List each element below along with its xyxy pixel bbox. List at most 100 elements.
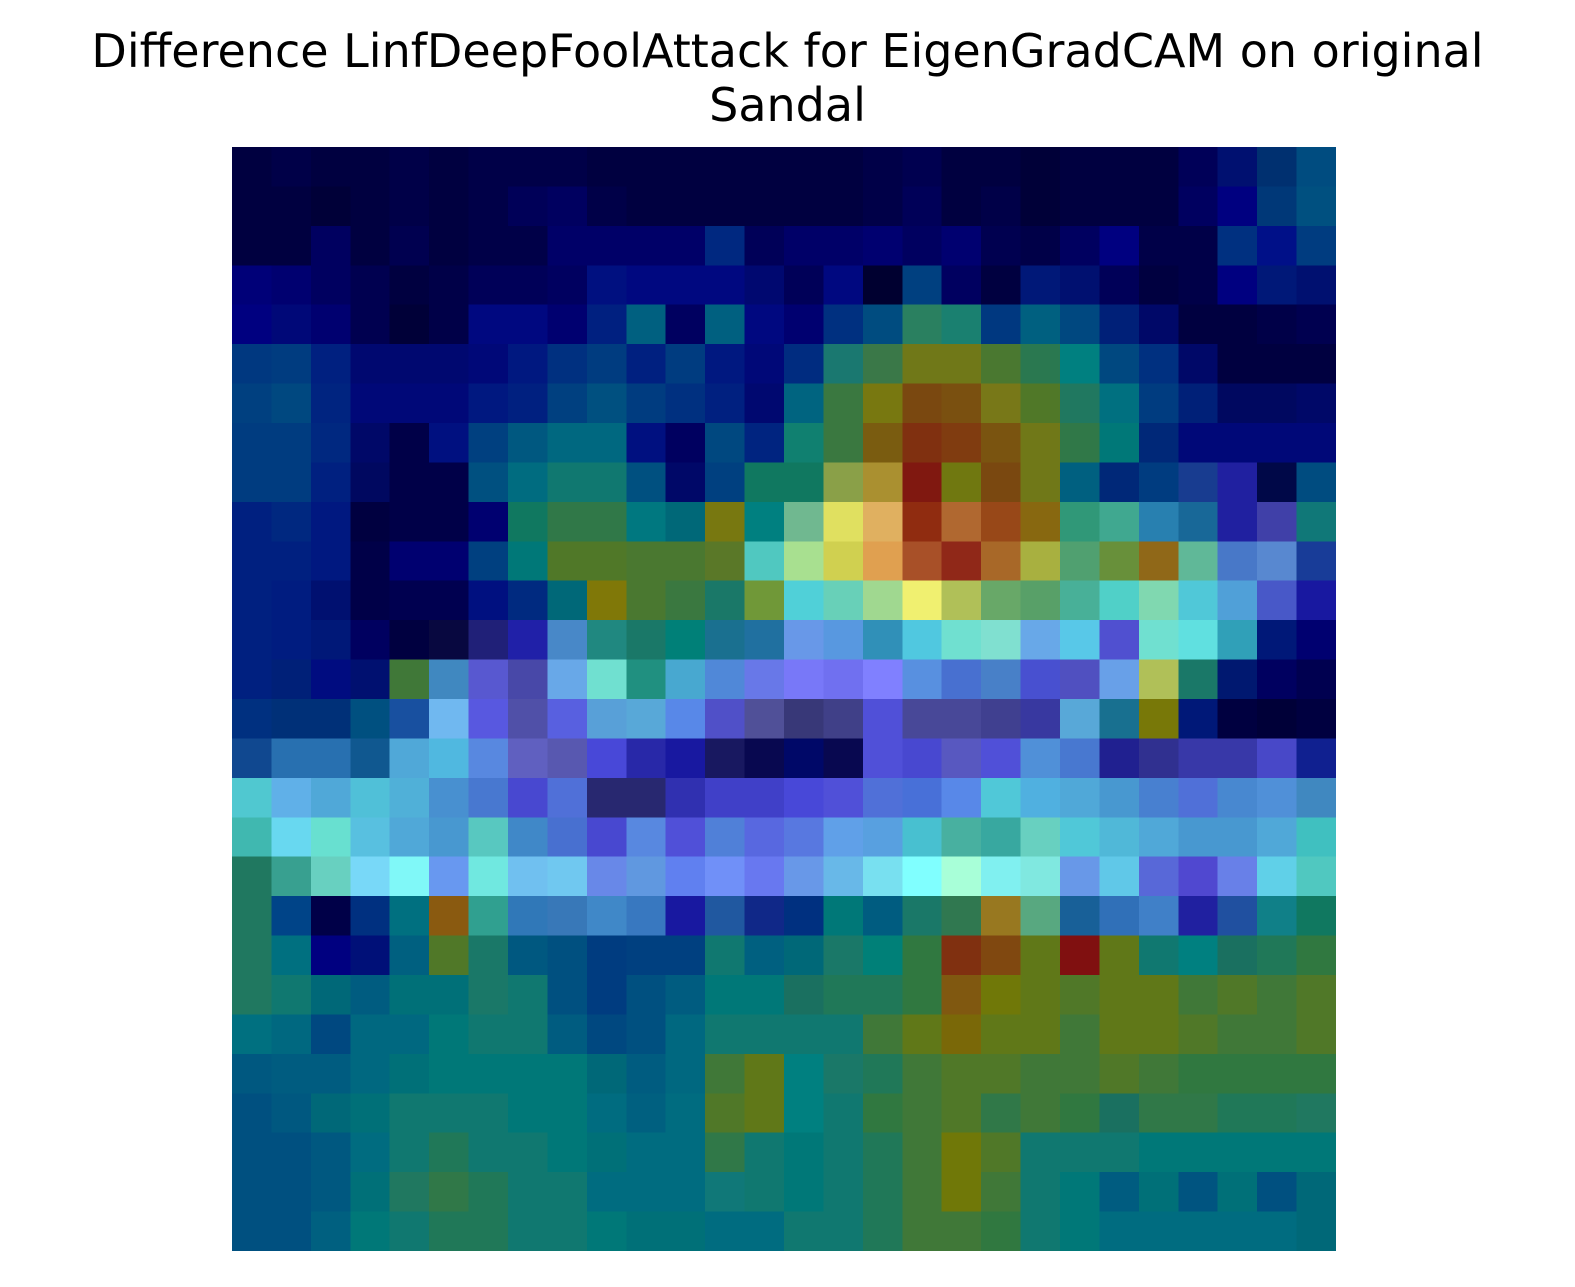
- heatmap-cell: [1020, 975, 1061, 1015]
- heatmap-cell: [1020, 1211, 1061, 1251]
- heatmap-cell: [941, 423, 982, 463]
- heatmap-cell: [350, 856, 391, 897]
- heatmap-cell: [665, 1132, 706, 1173]
- heatmap-cell: [941, 896, 982, 937]
- heatmap-cell: [547, 423, 588, 463]
- heatmap-cell: [626, 462, 667, 503]
- heatmap-cell: [271, 620, 312, 661]
- heatmap-cell: [744, 1172, 785, 1213]
- heatmap-cell: [626, 699, 667, 739]
- heatmap-cell: [705, 975, 746, 1015]
- heatmap-cell: [1217, 423, 1258, 463]
- heatmap-cell: [1099, 1053, 1140, 1094]
- heatmap-cell: [744, 896, 785, 937]
- heatmap-cell: [1060, 699, 1100, 739]
- heatmap-cell: [1138, 147, 1179, 187]
- heatmap-cell: [941, 1093, 982, 1134]
- heatmap-cell: [232, 620, 272, 661]
- heatmap-cell: [389, 620, 430, 661]
- heatmap-cell: [508, 147, 548, 187]
- heatmap-cell: [784, 304, 824, 345]
- heatmap-cell: [389, 738, 430, 779]
- heatmap-cell: [271, 304, 312, 345]
- heatmap-cell: [862, 147, 903, 187]
- heatmap-cell: [389, 699, 430, 739]
- heatmap-cell: [1257, 1053, 1298, 1094]
- heatmap-cell: [1060, 1132, 1100, 1173]
- heatmap-cell: [823, 147, 864, 187]
- heatmap-cell: [941, 265, 982, 306]
- heatmap-cell: [1257, 1014, 1298, 1055]
- heatmap-cell: [941, 147, 982, 187]
- heatmap-cell: [429, 975, 470, 1015]
- heatmap-cell: [941, 935, 982, 976]
- heatmap-cell: [1060, 1053, 1100, 1094]
- heatmap-cell: [271, 580, 312, 621]
- heatmap-cell: [981, 975, 1022, 1015]
- heatmap-cell: [1060, 580, 1100, 621]
- heatmap-cell: [468, 501, 509, 542]
- heatmap-cell: [350, 1014, 391, 1055]
- heatmap-cell: [389, 147, 430, 187]
- heatmap-cell: [862, 975, 903, 1015]
- heatmap-cell: [902, 1093, 943, 1134]
- heatmap-cell: [941, 975, 982, 1015]
- heatmap-cell: [941, 659, 982, 700]
- heatmap-cell: [981, 1132, 1022, 1173]
- heatmap-cell: [586, 383, 627, 424]
- heatmap-cell: [902, 501, 943, 542]
- heatmap-cell: [1296, 896, 1336, 937]
- heatmap-cell: [468, 344, 509, 385]
- heatmap-cell: [626, 304, 667, 345]
- heatmap-cell: [862, 423, 903, 463]
- chart-title-line-1: Difference LinfDeepFoolAttack for EigenG…: [91, 24, 1484, 78]
- heatmap-cell: [1138, 1093, 1179, 1134]
- heatmap-cell: [1217, 817, 1258, 858]
- heatmap-cell: [271, 659, 312, 700]
- heatmap-cell: [902, 777, 943, 818]
- heatmap-cell: [1257, 423, 1298, 463]
- heatmap-cell: [232, 501, 272, 542]
- heatmap-cell: [1217, 147, 1258, 187]
- heatmap-cell: [862, 1014, 903, 1055]
- heatmap-cell: [1099, 817, 1140, 858]
- heatmap-cell: [271, 896, 312, 937]
- heatmap-cell: [1257, 738, 1298, 779]
- heatmap-cell: [705, 383, 746, 424]
- heatmap-cell: [310, 383, 351, 424]
- heatmap-cell: [1020, 501, 1061, 542]
- heatmap-cell: [586, 896, 627, 937]
- heatmap-cell: [429, 856, 470, 897]
- heatmap-cell: [389, 383, 430, 424]
- heatmap-cell: [902, 659, 943, 700]
- heatmap-cell: [547, 1053, 588, 1094]
- heatmap-cell: [1217, 383, 1258, 424]
- heatmap-cell: [586, 856, 627, 897]
- heatmap-cell: [1296, 856, 1336, 897]
- heatmap-cell: [1178, 304, 1219, 345]
- heatmap-cell: [468, 1053, 509, 1094]
- heatmap-cell: [508, 1053, 548, 1094]
- heatmap-cell: [547, 935, 588, 976]
- heatmap-cell: [823, 541, 864, 582]
- heatmap-cell: [429, 738, 470, 779]
- heatmap-cell: [429, 147, 470, 187]
- heatmap-cell: [626, 1172, 667, 1213]
- heatmap-cell: [1020, 620, 1061, 661]
- heatmap-cell: [350, 541, 391, 582]
- heatmap-cell: [902, 186, 943, 227]
- heatmap-cell: [310, 777, 351, 818]
- heatmap-cell: [1099, 620, 1140, 661]
- heatmap-cell: [429, 935, 470, 976]
- heatmap-cell: [981, 423, 1022, 463]
- heatmap-cell: [862, 896, 903, 937]
- heatmap-cell: [981, 1053, 1022, 1094]
- heatmap-cell: [862, 1053, 903, 1094]
- heatmap-cell: [429, 580, 470, 621]
- heatmap-cell: [468, 225, 509, 266]
- heatmap-cell: [586, 1053, 627, 1094]
- heatmap-cell: [626, 501, 667, 542]
- heatmap-cell: [862, 659, 903, 700]
- heatmap-cell: [1138, 186, 1179, 227]
- heatmap-cell: [626, 1014, 667, 1055]
